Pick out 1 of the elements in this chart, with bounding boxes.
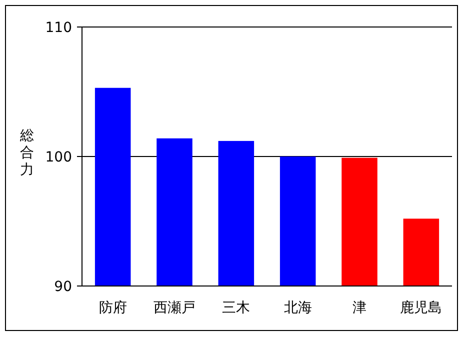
ylabel: 総合力 <box>20 128 34 178</box>
